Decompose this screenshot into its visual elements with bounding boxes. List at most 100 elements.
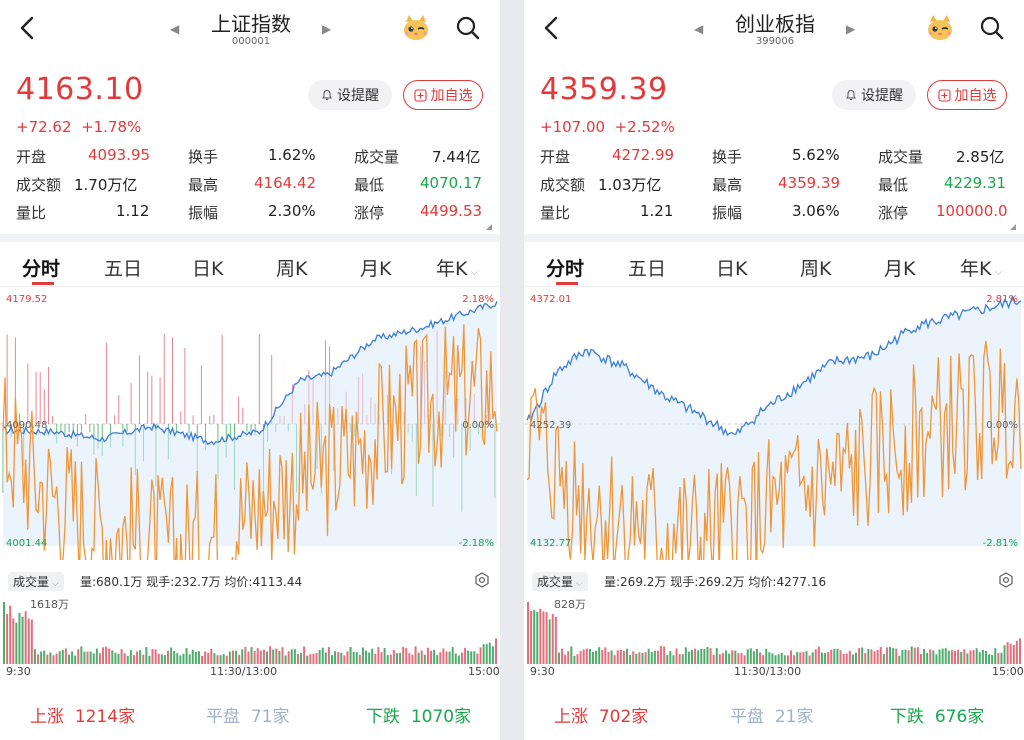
- volume-bar: [919, 654, 922, 664]
- search-icon[interactable]: [978, 14, 1006, 42]
- volume-bar: [653, 651, 656, 664]
- volume-bar: [768, 652, 771, 664]
- mascot-icon[interactable]: [400, 12, 432, 44]
- tab-intraday[interactable]: 分时: [22, 258, 61, 280]
- volume-bar: [938, 649, 941, 664]
- settings-hexagon-icon[interactable]: [998, 572, 1014, 588]
- price-line: [2, 300, 498, 446]
- tab-monthly-k[interactable]: 月K: [360, 258, 392, 280]
- volume-max-label: 828万: [554, 598, 586, 611]
- back-arrow-icon[interactable]: [538, 14, 566, 42]
- volume-bar: [811, 652, 814, 664]
- volume-bar: [672, 655, 675, 664]
- volume-bar: [167, 650, 169, 664]
- volume-bar: [681, 654, 684, 664]
- stat-value: 4229.31: [944, 174, 1007, 192]
- volume-bar: [960, 651, 963, 664]
- tab-monthly-k[interactable]: 月K: [884, 258, 916, 280]
- intraday-chart[interactable]: 4179.52 2.18% 4090.48 0.00% 4001.44 -2.18%: [0, 288, 500, 560]
- volume-bar: [296, 653, 299, 664]
- expand-corner-icon[interactable]: [486, 224, 492, 230]
- volume-bar: [836, 648, 839, 664]
- prev-index-icon[interactable]: ◀: [170, 22, 180, 36]
- tab-five-day[interactable]: 五日: [104, 258, 143, 280]
- volume-bar: [907, 650, 910, 664]
- volume-bar: [361, 647, 364, 664]
- volume-bar: [848, 650, 851, 664]
- volume-selector[interactable]: 成交量 ⌵: [8, 572, 64, 591]
- volume-bar: [604, 647, 607, 664]
- volume-bar: [734, 650, 737, 664]
- prev-close-label: 4090.48: [6, 420, 47, 431]
- pct-low-label: -2.18%: [459, 538, 494, 549]
- next-index-icon[interactable]: ▶: [322, 22, 332, 36]
- volume-bar: [694, 648, 697, 664]
- volume-bar: [771, 653, 774, 664]
- expand-corner-icon[interactable]: [1010, 224, 1016, 230]
- stat-label: 涨停: [354, 204, 385, 222]
- add-watchlist-button[interactable]: 加自选: [927, 80, 1007, 110]
- current-price: 4359.39: [540, 72, 668, 107]
- stat-label: 量比: [16, 204, 47, 222]
- intraday-chart[interactable]: 4372.01 2.81% 4252.39 0.00% 4132.77 -2.81%: [524, 288, 1024, 560]
- volume-max-label: 1618万: [30, 598, 69, 611]
- volume-bar: [145, 647, 148, 664]
- set-alert-button[interactable]: 设提醒: [308, 80, 392, 110]
- volume-bar: [570, 646, 573, 664]
- prev-index-icon[interactable]: ◀: [694, 22, 704, 36]
- volume-bar: [981, 649, 984, 664]
- volume-bar: [539, 608, 542, 664]
- period-tabs: 分时 五日 日K 周K 月K 年K ⌵: [524, 244, 1024, 287]
- volume-bar: [635, 653, 638, 664]
- volume-bar: [426, 647, 429, 664]
- stat-value: 4272.99: [612, 146, 675, 164]
- set-alert-button[interactable]: 设提醒: [832, 80, 916, 110]
- volume-bar: [576, 654, 579, 664]
- volume-selector[interactable]: 成交量 ⌵: [532, 572, 588, 591]
- volume-bar: [882, 654, 885, 664]
- volume-bar: [303, 646, 306, 664]
- search-icon[interactable]: [454, 14, 482, 42]
- stat-label: 振幅: [188, 204, 219, 222]
- volume-bar: [554, 616, 557, 664]
- next-index-icon[interactable]: ▶: [846, 22, 856, 36]
- volume-bar: [867, 648, 870, 664]
- stat-label: 振幅: [712, 204, 743, 222]
- stat-value: 4093.95: [88, 146, 151, 164]
- stat-value: 1.03万亿: [598, 176, 662, 194]
- stat-value: 4359.39: [778, 174, 841, 192]
- volume-bar: [281, 647, 284, 664]
- mascot-icon[interactable]: [924, 12, 956, 44]
- volume-bar: [219, 655, 222, 664]
- volume-bar: [564, 654, 567, 664]
- stat-label: 最低: [354, 176, 385, 194]
- tab-yearly-k[interactable]: 年K ⌵: [436, 254, 478, 281]
- volume-bar: [442, 648, 445, 664]
- set-alert-label: 设提醒: [861, 88, 903, 104]
- tab-weekly-k[interactable]: 周K: [276, 258, 308, 280]
- tab-daily-k[interactable]: 日K: [192, 258, 224, 280]
- volume-bar: [691, 649, 693, 664]
- volume-bar: [873, 651, 876, 664]
- price-line: [526, 294, 1022, 437]
- tab-weekly-k[interactable]: 周K: [800, 258, 832, 280]
- current-price: 4163.10: [16, 72, 144, 107]
- volume-bar: [935, 654, 938, 664]
- volume-bar: [405, 648, 408, 664]
- tab-intraday[interactable]: 分时: [546, 258, 585, 280]
- volume-bar: [111, 650, 114, 664]
- volume-bar: [228, 651, 231, 664]
- add-watchlist-button[interactable]: 加自选: [403, 80, 483, 110]
- back-arrow-icon[interactable]: [14, 14, 42, 42]
- volume-bar: [49, 652, 52, 664]
- tab-five-day[interactable]: 五日: [628, 258, 667, 280]
- tab-daily-k[interactable]: 日K: [716, 258, 748, 280]
- tab-yearly-k[interactable]: 年K ⌵: [960, 254, 1002, 281]
- time-label-midday: 11:30/13:00: [734, 665, 802, 678]
- up-label: 上涨: [554, 707, 588, 727]
- stat-value: 4499.53: [420, 202, 483, 220]
- market-breadth: 上涨 702家 平盘 21家 下跌 676家: [524, 690, 1024, 740]
- volume-bar: [969, 650, 972, 664]
- stats-grid: 开盘 4272.99 换手 5.62% 成交量 2.85亿 成交额 1.03万亿…: [540, 144, 1010, 228]
- settings-hexagon-icon[interactable]: [474, 572, 490, 588]
